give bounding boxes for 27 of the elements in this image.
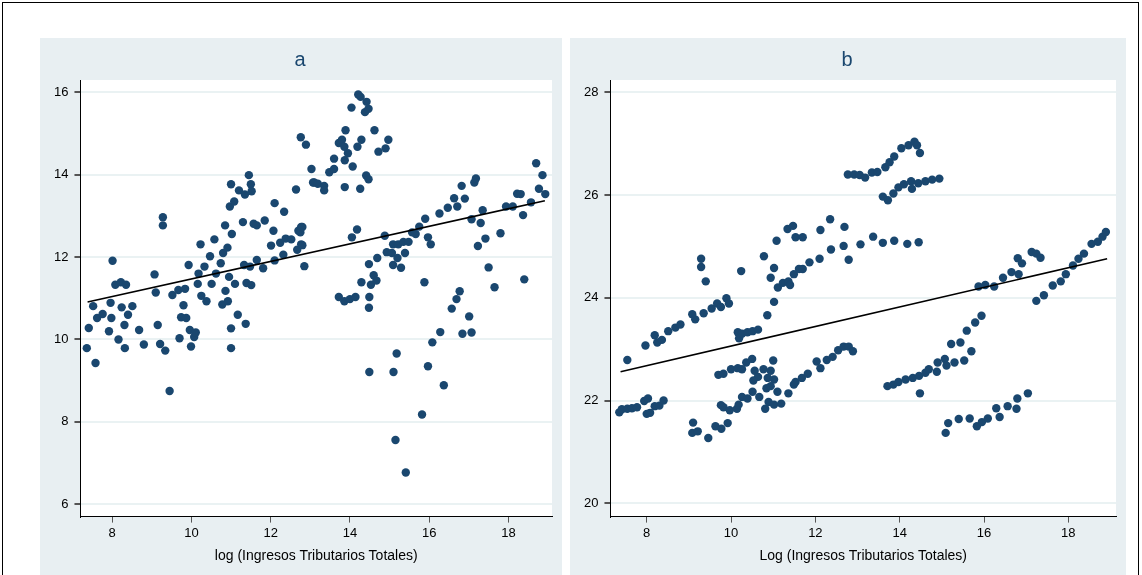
y-tick-label: 10 bbox=[53, 331, 69, 347]
x-axis-title: Log (Ingresos Tributarios Totales) bbox=[759, 547, 967, 564]
chart-title: b bbox=[841, 47, 853, 70]
x-tick-label: 8 bbox=[108, 524, 116, 540]
x-tick-label: 16 bbox=[421, 524, 437, 540]
x-tick-label: 18 bbox=[1061, 524, 1076, 540]
y-tick-label: 14 bbox=[53, 166, 69, 182]
x-tick-label: 14 bbox=[342, 524, 358, 540]
y-tick-label: 26 bbox=[583, 186, 599, 202]
y-tick-label: 24 bbox=[583, 289, 599, 305]
x-tick-label: 10 bbox=[723, 524, 739, 540]
y-tick-label: 12 bbox=[53, 248, 69, 264]
x-tick-label: 16 bbox=[976, 524, 992, 540]
x-axis-title: log (Ingresos Tributarios Totales) bbox=[214, 547, 418, 564]
y-tick-label: 16 bbox=[53, 83, 69, 99]
chart-title: a bbox=[294, 47, 307, 70]
x-tick-label: 18 bbox=[501, 524, 516, 540]
y-tick-label: 8 bbox=[61, 413, 69, 429]
x-tick-label: 12 bbox=[808, 524, 823, 540]
x-tick-label: 8 bbox=[643, 524, 651, 540]
y-tick-label: 28 bbox=[583, 83, 599, 99]
y-tick-label: 22 bbox=[583, 392, 599, 408]
x-tick-label: 10 bbox=[184, 524, 199, 540]
y-tick-label: 20 bbox=[583, 494, 599, 510]
y-tick-label: 6 bbox=[61, 495, 69, 511]
x-tick-label: 12 bbox=[263, 524, 278, 540]
x-tick-label: 14 bbox=[892, 524, 907, 540]
